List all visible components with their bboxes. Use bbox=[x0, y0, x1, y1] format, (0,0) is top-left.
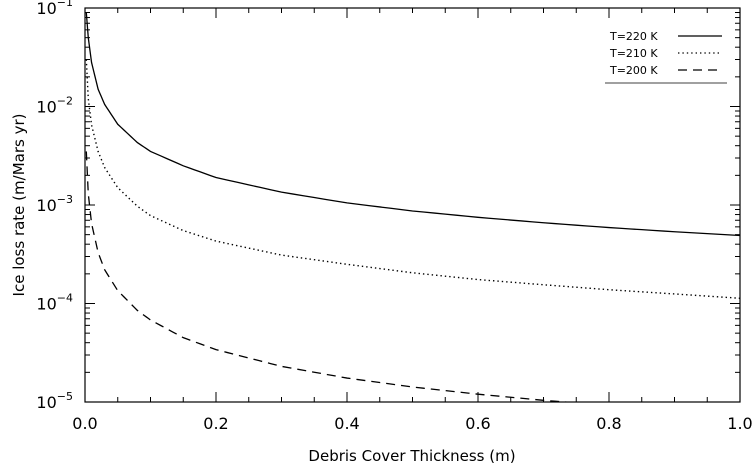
y-tick-label: 10−5 bbox=[36, 390, 73, 412]
x-tick-label: 0.2 bbox=[203, 414, 228, 433]
x-axis-title: Debris Cover Thickness (m) bbox=[308, 447, 515, 465]
y-axis-title: Ice loss rate (m/Mars yr) bbox=[10, 114, 28, 297]
series-line-3 bbox=[85, 151, 573, 402]
x-tick-label: 0.6 bbox=[465, 414, 490, 433]
series-line-2 bbox=[85, 59, 740, 299]
series-line-1 bbox=[85, 12, 740, 237]
x-axis-ticks: 0.0 0.2 0.4 0.6 0.8 1.0 bbox=[72, 8, 753, 433]
legend: T=220 K T=210 K T=200 K bbox=[605, 30, 727, 84]
y-tick-label: 10−2 bbox=[36, 95, 73, 117]
y-tick-label: 10−4 bbox=[36, 292, 73, 314]
series-layer bbox=[85, 12, 740, 402]
x-tick-label: 0.0 bbox=[72, 414, 97, 433]
legend-label: T=200 K bbox=[609, 64, 658, 77]
x-tick-label: 0.4 bbox=[334, 414, 359, 433]
y-tick-label: 10−3 bbox=[36, 193, 73, 215]
x-tick-label: 0.8 bbox=[596, 414, 621, 433]
y-axis-ticks: 10−5 10−4 10−3 10−2 10−1 bbox=[36, 0, 740, 412]
y-tick-label: 10−1 bbox=[36, 0, 73, 18]
legend-label: T=210 K bbox=[609, 47, 658, 60]
x-tick-label: 1.0 bbox=[727, 414, 752, 433]
legend-label: T=220 K bbox=[609, 30, 658, 43]
